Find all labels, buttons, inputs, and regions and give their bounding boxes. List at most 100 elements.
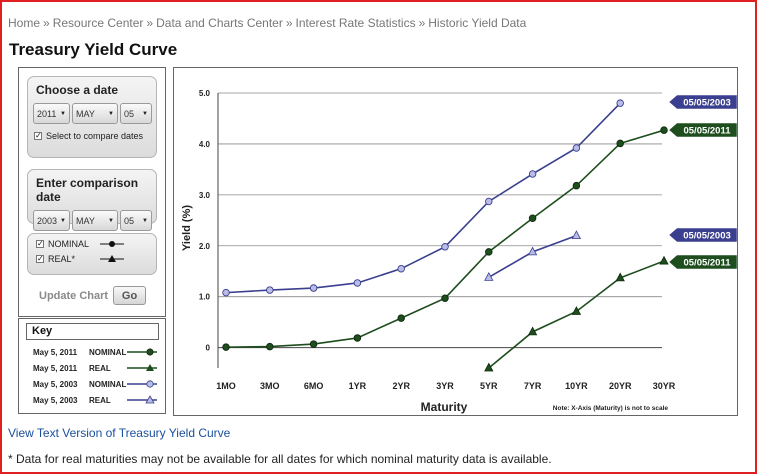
breadcrumb-separator: »: [146, 16, 154, 30]
data-point-circle: [528, 214, 537, 223]
y-tick-label: 2.0: [199, 242, 211, 251]
series-date-flag-label: 05/05/2003: [683, 231, 731, 242]
real-toggle-row: ✓ REAL*: [36, 254, 156, 264]
data-point-circle: [441, 243, 449, 251]
comparison-day-value: 05: [124, 215, 135, 226]
data-point-triangle: [571, 230, 582, 239]
x-tick-label: 30YR: [653, 381, 676, 391]
data-point-triangle: [659, 255, 669, 265]
x-tick-label: 1MO: [216, 381, 236, 391]
y-tick-label: 1.0: [199, 293, 211, 302]
breadcrumb-resource-center[interactable]: Resource Center: [52, 16, 144, 30]
green-line-triangle-icon: [127, 364, 157, 371]
data-point-circle: [485, 248, 493, 256]
breadcrumb-separator: »: [43, 16, 50, 30]
x-tick-label: 6MO: [304, 381, 324, 391]
data-point-circle: [309, 284, 318, 292]
chart-controls-panel: Choose a date 2011 ▼ MAY ▼ 05 ▼ ✓ Select to…: [18, 67, 166, 317]
x-tick-label: 3YR: [436, 381, 454, 391]
compare-dates-label: Select to compare dates: [46, 131, 144, 141]
choose-year-value: 2011: [37, 108, 57, 119]
dropdown-arrow-icon: ▼: [60, 217, 66, 224]
choose-date-title: Choose a date: [36, 83, 119, 97]
choose-date-box: Choose a date 2011 ▼ MAY ▼ 05 ▼ ✓ Select to…: [27, 76, 157, 158]
series-line-nominal-05-05-2011: [225, 129, 665, 348]
key-row-type: REAL: [89, 364, 111, 373]
data-point-circle: [528, 170, 537, 178]
breadcrumb: Home» Resource Center» Data and Charts Cen…: [8, 16, 526, 30]
comparison-year-select[interactable]: 2003 ▼: [33, 210, 70, 231]
data-point-triangle: [571, 306, 582, 315]
y-tick-label: 5.0: [199, 89, 211, 98]
comparison-year-value: 2003: [37, 215, 58, 226]
comparison-day-select[interactable]: 05 ▼: [120, 210, 152, 231]
data-point-circle: [353, 334, 362, 342]
comparison-month-select[interactable]: MAY ▼: [72, 210, 118, 231]
breadcrumb-interest-rate-statistics[interactable]: Interest Rate Statistics: [295, 16, 416, 30]
choose-date-selects: 2011 ▼ MAY ▼ 05 ▼: [33, 103, 156, 124]
data-point-circle: [660, 126, 668, 134]
update-chart-label: Update Chart: [39, 289, 109, 302]
dropdown-arrow-icon: ▼: [60, 110, 66, 117]
x-tick-label: 1YR: [349, 381, 367, 391]
key-row-date: May 5, 2003: [33, 380, 78, 389]
data-point-triangle: [527, 326, 538, 336]
key-row-type: NOMINAL: [89, 348, 127, 357]
y-tick-label: 4.0: [199, 140, 211, 149]
key-row: May 5, 2011 REAL: [19, 362, 165, 376]
real-checkbox[interactable]: ✓: [36, 254, 44, 263]
data-point-circle: [222, 343, 230, 351]
key-row: May 5, 2003 REAL: [19, 394, 165, 408]
series-date-flag: [668, 122, 737, 138]
data-point-circle: [616, 99, 624, 107]
x-axis-title: Maturity: [421, 400, 468, 414]
data-point-circle: [222, 288, 230, 297]
x-tick-label: 2YR: [392, 381, 410, 391]
x-tick-label: 7YR: [524, 381, 542, 391]
x-tick-label: 20YR: [609, 381, 632, 391]
real-line-triangle-icon: [100, 255, 124, 262]
key-title: Key: [26, 323, 159, 340]
choose-year-select[interactable]: 2011 ▼: [33, 103, 70, 124]
key-row-date: May 5, 2003: [33, 396, 78, 405]
data-point-circle: [266, 286, 274, 294]
key-row-date: May 5, 2011: [33, 348, 78, 357]
go-button[interactable]: Go: [113, 286, 147, 305]
data-point-circle: [266, 342, 274, 351]
comparison-date-box: Enter comparison date 2003 ▼ MAY ▼ 05 ▼: [27, 169, 157, 231]
data-point-circle: [572, 144, 581, 152]
comparison-month-value: MAY: [76, 215, 95, 226]
nominal-line-circle-icon: [100, 241, 124, 247]
series-date-flag: [668, 94, 737, 110]
breadcrumb-home[interactable]: Home: [8, 16, 41, 30]
nominal-toggle-row: ✓ NOMINAL: [36, 239, 156, 249]
data-point-triangle: [484, 272, 494, 281]
breadcrumb-historic-yield-data[interactable]: Historic Yield Data: [428, 16, 527, 30]
data-point-circle: [441, 294, 449, 302]
dropdown-arrow-icon: ▼: [142, 217, 148, 224]
breadcrumb-separator: »: [418, 16, 426, 30]
key-row-type: REAL: [89, 396, 111, 405]
choose-day-select[interactable]: 05 ▼: [120, 103, 152, 124]
comparison-date-selects: 2003 ▼ MAY ▼ 05 ▼: [33, 210, 156, 231]
nominal-toggle-label: NOMINAL: [48, 239, 90, 249]
dropdown-arrow-icon: ▼: [108, 110, 114, 117]
series-line-nominal-05-05-2003: [225, 102, 621, 294]
choose-month-select[interactable]: MAY ▼: [72, 103, 118, 124]
series-date-flag: [668, 254, 737, 270]
series-date-flag-label: 05/05/2011: [683, 258, 731, 269]
breadcrumb-data-charts-center[interactable]: Data and Charts Center: [156, 16, 283, 30]
series-toggle-box: ✓ NOMINAL ✓ REAL*: [27, 233, 157, 275]
compare-dates-checkbox[interactable]: ✓: [34, 131, 42, 140]
y-axis-title: Yield (%): [181, 205, 193, 251]
compare-dates-row: ✓ Select to compare dates: [34, 131, 156, 141]
choose-month-value: MAY: [76, 108, 95, 119]
text-version-link[interactable]: View Text Version of Treasury Yield Curv…: [8, 426, 231, 440]
nominal-checkbox[interactable]: ✓: [36, 239, 44, 248]
x-tick-label: 10YR: [565, 381, 588, 391]
comparison-date-title: Enter comparison date: [36, 176, 139, 204]
blue-line-triangle-icon: [127, 395, 157, 404]
key-row-date: May 5, 2011: [33, 364, 78, 373]
footnote: * Data for real maturities may not be av…: [8, 452, 552, 466]
